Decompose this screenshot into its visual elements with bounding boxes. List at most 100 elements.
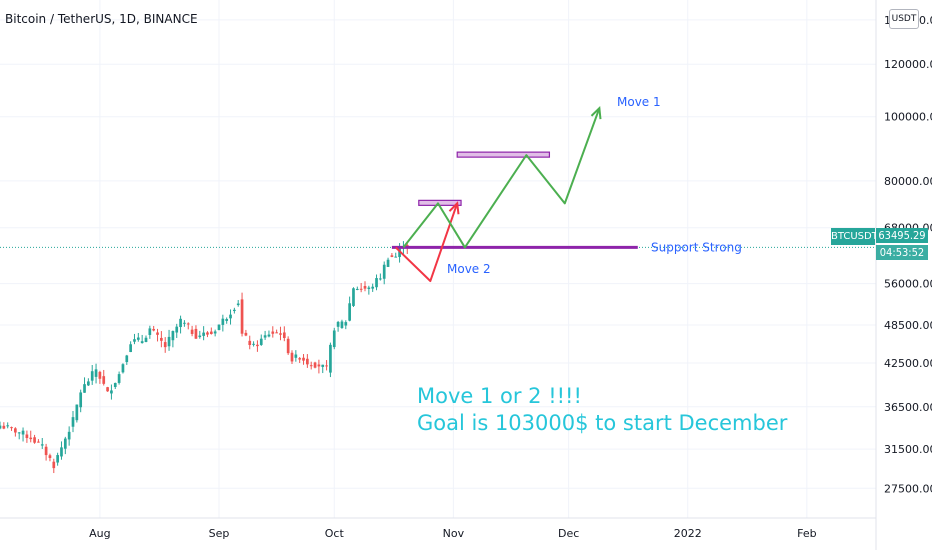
candle-body <box>148 328 152 335</box>
candle-body <box>156 332 159 335</box>
move1-path-arrowhead <box>590 106 602 120</box>
y-tick-label: 120000.00 <box>884 58 932 71</box>
y-tick-label: 27500.00 <box>884 482 932 495</box>
move2-label: Move 2 <box>447 262 491 276</box>
candle-body <box>186 323 190 325</box>
candle-body <box>102 376 106 384</box>
candle-body <box>25 434 29 439</box>
candle-body <box>75 404 79 421</box>
candle-body <box>167 336 171 347</box>
candle-body <box>40 444 44 446</box>
candle-body <box>271 331 275 334</box>
candle-body <box>233 309 236 312</box>
candle-body <box>282 332 286 338</box>
candle-body <box>225 319 229 321</box>
last-price-tag: 63495.29 <box>876 228 928 243</box>
candle-body <box>317 364 321 367</box>
candle-body <box>213 331 217 334</box>
move1-path <box>402 107 601 249</box>
candle-body <box>229 314 232 319</box>
candle-body <box>113 382 117 388</box>
candle-body <box>98 371 102 379</box>
candle-body <box>144 337 148 343</box>
candle-body <box>52 461 56 469</box>
candle-body <box>183 322 186 324</box>
candle-body <box>171 331 175 341</box>
candle-body <box>198 335 202 338</box>
candle-body <box>352 288 355 306</box>
candle-body <box>394 256 398 258</box>
candle-body <box>110 390 113 394</box>
candle-body <box>71 417 75 427</box>
x-tick-label: 2022 <box>674 527 702 540</box>
candle-body <box>240 299 244 334</box>
candle-body <box>286 338 290 354</box>
x-tick-label: Dec <box>558 527 579 540</box>
candle-body <box>275 332 278 334</box>
y-tick-label: 56000.00 <box>884 278 932 291</box>
candle-body <box>382 264 386 279</box>
candle-body <box>236 303 240 306</box>
candle-body <box>329 344 332 373</box>
candle-body <box>90 371 94 381</box>
candle-body <box>367 287 371 289</box>
candle-body <box>136 337 140 340</box>
candle-body <box>179 318 182 328</box>
candle-body <box>56 455 59 463</box>
candle-body <box>17 432 21 434</box>
candle-body <box>63 438 67 449</box>
candle-body <box>256 344 259 347</box>
candle-body <box>87 381 90 386</box>
candle-body <box>121 364 125 373</box>
candle-body <box>175 326 179 333</box>
candle-body <box>29 437 33 440</box>
candle-body <box>44 446 48 456</box>
candle-body <box>248 340 252 346</box>
candle-body <box>10 427 13 429</box>
candle-body <box>294 354 298 358</box>
candle-body <box>325 365 328 367</box>
x-tick-label: Sep <box>209 527 230 540</box>
candle-body <box>194 328 198 339</box>
move2-path <box>395 203 459 283</box>
candle-body <box>33 437 36 443</box>
candle-body <box>244 332 248 336</box>
candle-body <box>344 322 348 326</box>
countdown-tag: 04:53:52 <box>876 245 928 260</box>
support-label: Support Strong <box>651 240 742 254</box>
candle-body <box>290 352 294 362</box>
chart-title: Bitcoin / TetherUS, 1D, BINANCE <box>5 12 198 26</box>
candle-body <box>363 285 367 289</box>
candle-body <box>375 278 378 288</box>
candle-body <box>0 425 2 429</box>
candle-body <box>83 384 86 393</box>
annotation-line-1: Move 1 or 2 !!!! <box>417 384 582 408</box>
candle-body <box>348 303 351 321</box>
y-tick-label: 80000.00 <box>884 175 932 188</box>
candle-body <box>313 362 317 368</box>
candle-body <box>67 431 71 440</box>
candle-body <box>359 288 363 290</box>
candle-body <box>60 447 63 457</box>
candle-body <box>160 337 163 341</box>
candle-body <box>398 248 401 258</box>
x-tick-label: Aug <box>89 527 110 540</box>
candle-body <box>163 342 167 348</box>
candle-body <box>386 259 390 267</box>
candle-body <box>263 335 267 338</box>
candle-body <box>298 358 302 360</box>
candle-body <box>302 357 305 361</box>
candle-body <box>21 430 25 435</box>
candle-body <box>106 387 109 392</box>
candle-body <box>117 374 121 383</box>
x-tick-label: Oct <box>325 527 345 540</box>
symbol-tag: BTCUSDT <box>831 228 878 245</box>
candle-body <box>306 358 309 365</box>
candle-body <box>6 425 10 427</box>
candle-body <box>209 331 213 334</box>
candle-body <box>309 365 313 367</box>
currency-selector[interactable]: USDT <box>889 9 919 29</box>
y-tick-label: 42500.00 <box>884 357 932 370</box>
